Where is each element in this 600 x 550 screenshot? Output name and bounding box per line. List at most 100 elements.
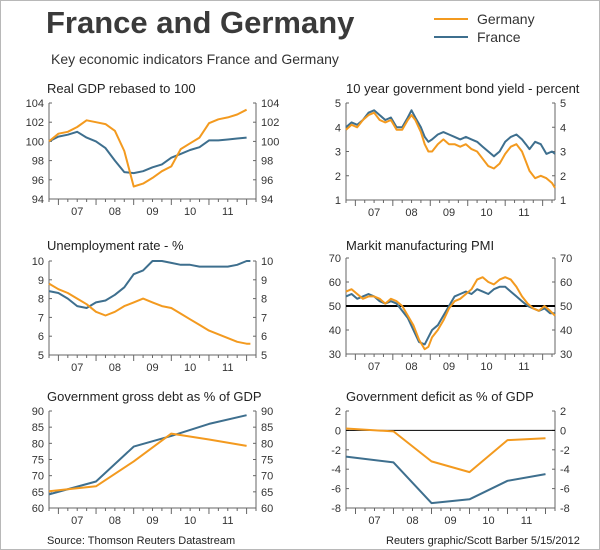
deficit-ytick-label-left: -6: [331, 484, 341, 496]
debt-ytick-label-left: 65: [32, 487, 44, 499]
unemp-series-germany: [48, 282, 251, 345]
unemp-ytick-label-left: 8: [38, 294, 44, 306]
bond-ytick-label-left: 4: [335, 122, 341, 134]
gdp-ytick-label-left: 96: [32, 175, 44, 187]
deficit-ytick-label-left: -8: [331, 503, 341, 515]
bond-xtick-label: 11: [518, 207, 529, 219]
source-note: Source: Thomson Reuters Datastream: [47, 535, 236, 547]
debt-series-france: [48, 414, 247, 496]
unemp-ytick-label-left: 10: [32, 256, 44, 268]
debt-ytick-label-right: 65: [261, 487, 273, 499]
bond-chart-title: 10 year government bond yield - percent: [346, 81, 580, 96]
pmi-ytick-label-left: 50: [329, 301, 341, 313]
bond-series-france: [345, 109, 556, 158]
gdp-xtick-label: 10: [184, 206, 196, 218]
pmi-ytick-label-right: 30: [560, 349, 572, 361]
bond-xtick-label: 10: [480, 207, 492, 219]
deficit-ytick-label-right: -2: [560, 445, 570, 457]
debt-ytick-label-right: 90: [261, 406, 273, 418]
gdp-ytick-label-right: 96: [261, 175, 273, 187]
legend-swatch-france: [434, 36, 468, 38]
gdp-chart-title: Real GDP rebased to 100: [47, 81, 196, 96]
bond-ytick-label-left: 5: [335, 98, 341, 110]
deficit-ytick-label-right: 0: [560, 425, 566, 437]
gdp-ytick-label-left: 94: [32, 194, 44, 206]
unemp-xtick-label: 07: [71, 362, 83, 374]
deficit-xtick-label: 07: [368, 515, 380, 527]
deficit-ytick-label-right: -8: [560, 503, 570, 515]
gdp-ytick-label-right: 100: [261, 136, 279, 148]
debt-ytick-label-right: 75: [261, 455, 273, 467]
deficit-xtick-label: 08: [406, 515, 418, 527]
pmi-chart-title: Markit manufacturing PMI: [346, 238, 495, 253]
pmi-xtick-label: 07: [368, 361, 380, 373]
deficit-ytick-label-right: -4: [560, 464, 570, 476]
gdp-xtick-label: 09: [146, 206, 158, 218]
gdp-ytick-label-right: 98: [261, 156, 273, 168]
pmi-series-germany: [345, 276, 556, 351]
deficit-ytick-label-left: -2: [331, 445, 341, 457]
unemp-series-france: [48, 260, 251, 309]
pmi-ytick-label-right: 50: [560, 301, 572, 313]
gdp-ytick-label-left: 100: [26, 136, 44, 148]
debt-ytick-label-right: 80: [261, 438, 273, 450]
pmi-ytick-label-left: 40: [329, 325, 341, 337]
debt-ytick-label-left: 70: [32, 471, 44, 483]
gdp-xtick-label: 11: [222, 206, 233, 218]
deficit-series-france: [345, 455, 546, 505]
legend-label-germany: Germany: [477, 11, 535, 27]
pmi-xtick-label: 09: [443, 361, 455, 373]
pmi-xtick-label: 10: [480, 361, 492, 373]
unemp-ytick-label-left: 7: [38, 312, 44, 324]
pmi-ytick-label-left: 60: [329, 277, 341, 289]
debt-xtick-label: 10: [184, 515, 196, 527]
debt-xtick-label: 11: [222, 515, 233, 527]
unemp-chart-title: Unemployment rate - %: [47, 238, 184, 253]
deficit-series-germany: [345, 427, 546, 474]
bond-ytick-label-right: 5: [560, 98, 566, 110]
pmi-ytick-label-left: 70: [329, 253, 341, 265]
deficit-xtick-label: 10: [482, 515, 494, 527]
debt-ytick-label-left: 75: [32, 455, 44, 467]
bond-ytick-label-left: 1: [335, 195, 341, 207]
bond-series-germany: [345, 111, 556, 189]
pmi-ytick-label-right: 70: [560, 253, 572, 265]
deficit-ytick-label-right: 2: [560, 406, 566, 418]
unemp-xtick-label: 08: [109, 362, 121, 374]
deficit-ytick-label-left: -4: [331, 464, 341, 476]
pmi-ytick-label-right: 60: [560, 277, 572, 289]
unemp-xtick-label: 10: [184, 362, 196, 374]
deficit-ytick-label-right: -6: [560, 484, 570, 496]
unemp-ytick-label-right: 8: [261, 294, 267, 306]
debt-ytick-label-left: 80: [32, 438, 44, 450]
gdp-ytick-label-left: 98: [32, 156, 44, 168]
page-subtitle: Key economic indicators France and Germa…: [51, 51, 339, 67]
gdp-series-france: [48, 130, 247, 175]
gdp-series-germany: [48, 108, 248, 188]
debt-ytick-label-right: 60: [261, 503, 273, 515]
pmi-xtick-label: 11: [518, 361, 529, 373]
unemp-xtick-label: 09: [146, 362, 158, 374]
deficit-chart-title: Government deficit as % of GDP: [346, 389, 534, 404]
unemp-ytick-label-right: 5: [261, 350, 267, 362]
bond-ytick-label-left: 2: [335, 171, 341, 183]
gdp-xtick-label: 07: [71, 206, 83, 218]
debt-chart-title: Government gross debt as % of GDP: [47, 389, 262, 404]
legend-label-france: France: [477, 29, 521, 45]
page-title: France and Germany: [46, 5, 355, 40]
debt-xtick-label: 08: [109, 515, 121, 527]
debt-ytick-label-right: 70: [261, 471, 273, 483]
debt-ytick-label-left: 85: [32, 422, 44, 434]
gdp-ytick-label-right: 94: [261, 194, 273, 206]
unemp-xtick-label: 11: [222, 362, 233, 374]
unemp-ytick-label-right: 6: [261, 331, 267, 343]
unemp-ytick-label-right: 9: [261, 275, 267, 287]
deficit-ytick-label-left: 2: [335, 406, 341, 418]
gdp-ytick-label-left: 104: [26, 98, 44, 110]
legend-swatch-germany: [434, 18, 468, 20]
gdp-ytick-label-left: 102: [26, 117, 44, 129]
deficit-xtick-label: 11: [521, 515, 532, 527]
bond-ytick-label-right: 2: [560, 171, 566, 183]
